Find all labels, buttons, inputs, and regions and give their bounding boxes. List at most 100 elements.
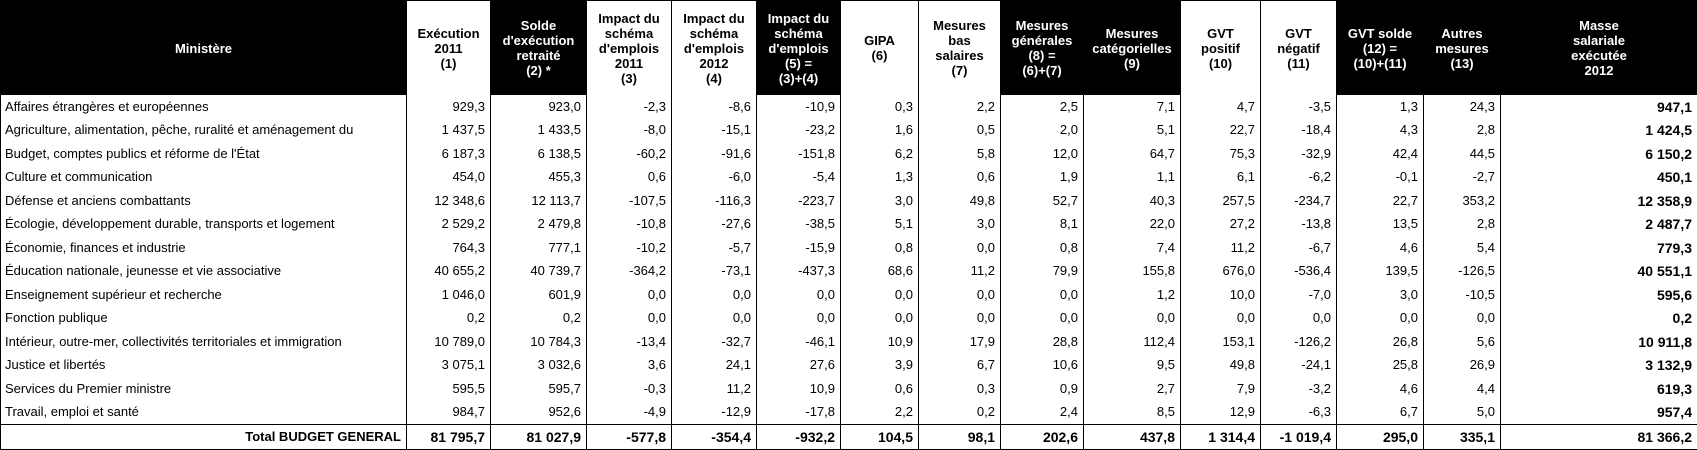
cell-value: -91,6: [671, 142, 757, 166]
cell-value: -6,2: [1260, 165, 1337, 190]
cell-value: 10,9: [756, 377, 841, 401]
cell-value: 764,3: [406, 236, 491, 260]
cell-value: 601,9: [490, 283, 587, 307]
cell-value: -60,2: [586, 142, 672, 166]
cell-value: 0,2: [1500, 306, 1697, 331]
cell-value: -6,3: [1260, 400, 1337, 425]
cell-value: 0,0: [840, 283, 919, 307]
cell-value: 0,6: [840, 377, 919, 401]
column-header: Impact du schéma d'emplois (5) = (3)+(4): [756, 0, 841, 95]
cell-value: 0,0: [756, 306, 841, 331]
cell-value: 455,3: [490, 165, 587, 190]
column-header: GVT solde (12) = (10)+(11): [1336, 0, 1424, 95]
cell-value: -18,4: [1260, 118, 1337, 143]
cell-value: -10,8: [586, 212, 672, 237]
cell-value: 0,0: [1423, 306, 1501, 331]
cell-value: -6,7: [1260, 236, 1337, 260]
total-value: 81 027,9: [490, 424, 587, 450]
cell-value: 0,6: [586, 165, 672, 190]
column-header: Mesures bas salaires (7): [918, 0, 1001, 95]
cell-value: 0,8: [840, 236, 919, 260]
cell-value: 2 479,8: [490, 212, 587, 237]
total-value: 98,1: [918, 424, 1001, 450]
cell-value: 10,6: [1000, 353, 1084, 378]
cell-value: -2,3: [586, 95, 672, 119]
cell-value: 2 529,2: [406, 212, 491, 237]
cell-value: -116,3: [671, 189, 757, 213]
table-row: Économie, finances et industrie 764,3 777,…: [0, 236, 1697, 260]
cell-value: 10,9: [840, 330, 919, 354]
cell-value: -3,5: [1260, 95, 1337, 119]
table-row: Affaires étrangères et européennes 929,3 9…: [0, 95, 1697, 119]
column-header: Autres mesures (13): [1423, 0, 1501, 95]
column-header: GIPA (6): [840, 0, 919, 95]
column-header: GVT positif (10): [1180, 0, 1261, 95]
cell-value: -24,1: [1260, 353, 1337, 378]
cell-value: 0,0: [1336, 306, 1424, 331]
cell-value: 0,0: [671, 283, 757, 307]
cell-value: -364,2: [586, 259, 672, 284]
cell-value: 0,0: [586, 283, 672, 307]
cell-value: 6,1: [1180, 165, 1261, 190]
cell-value: 26,9: [1423, 353, 1501, 378]
cell-value: 2,8: [1423, 212, 1501, 237]
cell-value: 0,0: [918, 306, 1001, 331]
cell-value: 5,0: [1423, 400, 1501, 425]
cell-value: 1,3: [1336, 95, 1424, 119]
cell-value: 8,1: [1000, 212, 1084, 237]
ministry-name: Écologie, développement durable, transpo…: [0, 212, 407, 237]
ministry-name: Défense et anciens combattants: [0, 189, 407, 213]
cell-value: -12,9: [671, 400, 757, 425]
cell-value: -73,1: [671, 259, 757, 284]
cell-value: 40 551,1: [1500, 259, 1697, 284]
cell-value: 0,0: [918, 283, 1001, 307]
cell-value: 75,3: [1180, 142, 1261, 166]
column-header: Mesures générales (8) = (6)+(7): [1000, 0, 1084, 95]
table-row: Écologie, développement durable, transpo…: [0, 212, 1697, 237]
cell-value: 3,6: [586, 353, 672, 378]
cell-value: 7,9: [1180, 377, 1261, 401]
table-row: Services du Premier ministre 595,5 595,7 -0…: [0, 377, 1697, 401]
cell-value: -10,9: [756, 95, 841, 119]
total-value: -577,8: [586, 424, 672, 450]
cell-value: 11,2: [1180, 236, 1261, 260]
cell-value: 0,0: [586, 306, 672, 331]
cell-value: 10 789,0: [406, 330, 491, 354]
column-header: Solde d'exécution retraité (2) *: [490, 0, 587, 95]
cell-value: 4,7: [1180, 95, 1261, 119]
cell-value: 1 437,5: [406, 118, 491, 143]
cell-value: 0,0: [1260, 306, 1337, 331]
cell-value: -8,6: [671, 95, 757, 119]
cell-value: 4,6: [1336, 377, 1424, 401]
column-header: Impact du schéma d'emplois 2012 (4): [671, 0, 757, 95]
cell-value: 3,0: [840, 189, 919, 213]
cell-value: -46,1: [756, 330, 841, 354]
cell-value: 2,8: [1423, 118, 1501, 143]
cell-value: -15,1: [671, 118, 757, 143]
cell-value: -2,7: [1423, 165, 1501, 190]
cell-value: 595,7: [490, 377, 587, 401]
cell-value: 0,2: [918, 400, 1001, 425]
cell-value: -10,5: [1423, 283, 1501, 307]
cell-value: 155,8: [1083, 259, 1181, 284]
cell-value: 22,0: [1083, 212, 1181, 237]
cell-value: -437,3: [756, 259, 841, 284]
cell-value: -107,5: [586, 189, 672, 213]
cell-value: 25,8: [1336, 353, 1424, 378]
table-row: Défense et anciens combattants 12 348,6 12…: [0, 189, 1697, 213]
cell-value: 0,5: [918, 118, 1001, 143]
ministry-name: Affaires étrangères et européennes: [0, 95, 407, 119]
cell-value: 4,6: [1336, 236, 1424, 260]
cell-value: 0,9: [1000, 377, 1084, 401]
cell-value: -17,8: [756, 400, 841, 425]
cell-value: 1,6: [840, 118, 919, 143]
ministry-name: Culture et communication: [0, 165, 407, 190]
ministry-name: Intérieur, outre-mer, collectivités terr…: [0, 330, 407, 354]
total-row: Total BUDGET GENERAL 81 795,7 81 027,9 -577…: [0, 424, 1697, 450]
cell-value: -15,9: [756, 236, 841, 260]
table-row: Enseignement supérieur et recherche 1 046…: [0, 283, 1697, 307]
cell-value: 929,3: [406, 95, 491, 119]
cell-value: 0,3: [840, 95, 919, 119]
cell-value: 947,1: [1500, 95, 1697, 119]
cell-value: 5,6: [1423, 330, 1501, 354]
